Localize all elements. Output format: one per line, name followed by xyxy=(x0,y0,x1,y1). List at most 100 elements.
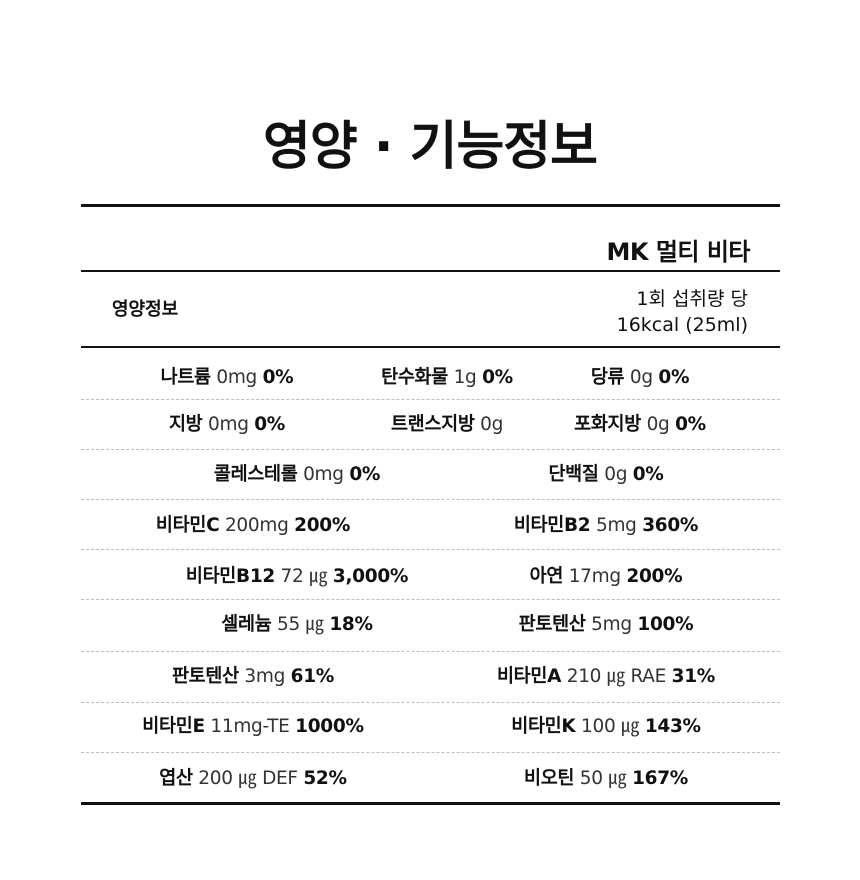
nutrient-amount: 0mg xyxy=(208,414,249,435)
nutrient-amount: 17mg xyxy=(568,566,621,587)
nutrient-item: 탄수화물 1g 0% xyxy=(381,353,513,403)
nutrient-amount: 210 ㎍ RAE xyxy=(566,666,667,687)
nutrient-item: 지방 0mg 0% xyxy=(169,400,285,450)
nutrient-name: 콜레스테롤 xyxy=(213,464,298,485)
nutrient-daily-percent: 0% xyxy=(632,464,664,485)
nutrient-amount: 11mg-TE xyxy=(210,716,290,737)
nutrient-daily-percent: 200% xyxy=(294,515,351,536)
nutrient-daily-percent: 0% xyxy=(262,367,294,388)
nutrient-daily-percent: 52% xyxy=(303,768,347,789)
top-thick-rule xyxy=(81,204,780,207)
nutrient-name: 판토텐산 xyxy=(171,666,239,687)
serving-calories: 16kcal (25ml) xyxy=(616,314,748,336)
nutrient-amount: 200 ㎍ DEF xyxy=(198,768,298,789)
nutrient-daily-percent: 1000% xyxy=(295,716,364,737)
nutrient-item: 비타민E 11mg-TE 1000% xyxy=(142,702,364,752)
nutrient-item: 비타민A 210 ㎍ RAE 31% xyxy=(497,652,715,702)
nutrient-item: 트랜스지방 0g xyxy=(391,400,503,450)
nutrient-name: 나트륨 xyxy=(160,367,211,388)
row-divider xyxy=(81,702,780,703)
nutrient-row: 비타민C 200mg 200% 비타민B2 5mg 360% xyxy=(81,501,780,551)
nutrient-amount: 55 ㎍ xyxy=(277,614,324,635)
nutrient-item: 엽산 200 ㎍ DEF 52% xyxy=(159,754,347,804)
nutrient-daily-percent: 18% xyxy=(329,614,373,635)
serving-size: 1회 섭취량 당 xyxy=(636,288,748,310)
nutrient-name: 비타민C xyxy=(155,515,220,536)
nutrient-amount: 0mg xyxy=(303,464,344,485)
nutrient-item: 아연 17mg 200% xyxy=(530,552,683,602)
nutrient-daily-percent: 143% xyxy=(644,716,701,737)
nutrient-item: 판토텐산 5mg 100% xyxy=(519,600,694,650)
nutrient-row: 나트륨 0mg 0% 탄수화물 1g 0% 당류 0g 0% xyxy=(81,353,780,403)
nutrient-name: 판토텐산 xyxy=(518,614,586,635)
nutrient-daily-percent: 100% xyxy=(637,614,694,635)
row-divider xyxy=(81,599,780,600)
nutrient-name: 지방 xyxy=(168,414,203,435)
nutrient-daily-percent: 0% xyxy=(658,367,690,388)
nutrient-row: 엽산 200 ㎍ DEF 52% 비오틴 50 ㎍ 167% xyxy=(81,754,780,804)
nutrient-row: 비타민E 11mg-TE 1000% 비타민K 100 ㎍ 143% xyxy=(81,702,780,752)
row-divider xyxy=(81,499,780,500)
header-rule xyxy=(81,270,780,272)
nutrient-name: 비타민E xyxy=(142,716,205,737)
nutrient-daily-percent: 0% xyxy=(482,367,513,388)
nutrient-amount: 0g xyxy=(629,367,653,388)
nutrient-amount: 3mg xyxy=(244,666,286,687)
nutrient-amount: 5mg xyxy=(591,614,632,635)
nutrient-item: 셀레늄 55 ㎍ 18% xyxy=(221,600,373,650)
nutrient-amount: 0g xyxy=(480,414,504,435)
nutrient-daily-percent: 360% xyxy=(642,515,699,536)
nutrient-name: 단백질 xyxy=(548,464,599,485)
page-title: 영양 · 기능정보 xyxy=(262,117,598,177)
nutrient-item: 비타민C 200mg 200% xyxy=(156,501,350,551)
nutrient-row: 셀레늄 55 ㎍ 18% 판토텐산 5mg 100% xyxy=(81,600,780,650)
nutrient-row: 판토텐산 3mg 61% 비타민A 210 ㎍ RAE 31% xyxy=(81,652,780,702)
nutrient-daily-percent: 61% xyxy=(290,666,335,687)
nutrient-daily-percent: 0% xyxy=(254,414,286,435)
nutrient-item: 비오틴 50 ㎍ 167% xyxy=(524,754,688,804)
nutrient-name: 포화지방 xyxy=(574,414,641,435)
nutrient-row: 비타민B12 72 ㎍ 3,000% 아연 17mg 200% xyxy=(81,552,780,602)
nutrient-amount: 72 ㎍ xyxy=(280,566,328,587)
nutrient-amount: 1g xyxy=(453,367,477,388)
nutrient-name: 당류 xyxy=(590,367,625,388)
nutrient-name: 아연 xyxy=(529,566,564,587)
nutrient-item: 비타민B2 5mg 360% xyxy=(514,501,699,551)
nutrient-name: 엽산 xyxy=(159,768,193,789)
nutrient-item: 나트륨 0mg 0% xyxy=(161,353,294,403)
row-divider xyxy=(81,449,780,450)
nutrient-item: 당류 0g 0% xyxy=(590,353,690,403)
nutrient-amount: 0g xyxy=(646,414,670,435)
nutrient-name: 셀레늄 xyxy=(221,614,272,635)
nutrient-name: 비오틴 xyxy=(523,768,575,789)
nutrient-name: 비타민B12 xyxy=(185,566,275,587)
nutrient-item: 판토텐산 3mg 61% xyxy=(172,652,334,702)
nutrient-row: 지방 0mg 0% 트랜스지방 0g 포화지방 0g 0% xyxy=(81,400,780,450)
nutrient-daily-percent: 200% xyxy=(626,566,683,587)
nutrient-daily-percent: 0% xyxy=(675,414,706,435)
nutrient-daily-percent: 0% xyxy=(349,464,381,485)
row-divider xyxy=(81,651,780,652)
nutrient-amount: 0mg xyxy=(216,367,257,388)
nutrient-item: 단백질 0g 0% xyxy=(548,450,663,500)
row-divider xyxy=(81,399,780,400)
serving-info: 1회 섭취량 당 16kcal (25ml) xyxy=(617,286,748,338)
nutrient-name: 비타민K xyxy=(511,716,576,737)
row-divider xyxy=(81,752,780,753)
nutrient-item: 비타민B12 72 ㎍ 3,000% xyxy=(185,552,409,602)
nutrient-amount: 0g xyxy=(604,464,628,485)
nutrient-amount: 100 ㎍ xyxy=(581,716,640,737)
bottom-thick-rule xyxy=(81,802,780,805)
product-name: MK 멀티 비타 xyxy=(606,238,750,266)
nutrient-daily-percent: 167% xyxy=(632,768,689,789)
nutrient-item: 콜레스테롤 0mg 0% xyxy=(213,450,381,500)
nutrient-item: 비타민K 100 ㎍ 143% xyxy=(511,702,701,752)
nutrient-name: 트랜스지방 xyxy=(390,414,475,435)
nutrition-info-label: 영양정보 xyxy=(112,299,179,320)
nutrition-rule xyxy=(81,346,780,348)
nutrient-amount: 5mg xyxy=(595,515,637,536)
nutrient-daily-percent: 3,000% xyxy=(332,566,409,587)
nutrient-daily-percent: 31% xyxy=(671,666,716,687)
nutrient-row: 콜레스테롤 0mg 0% 단백질 0g 0% xyxy=(81,450,780,500)
row-divider xyxy=(81,549,780,550)
